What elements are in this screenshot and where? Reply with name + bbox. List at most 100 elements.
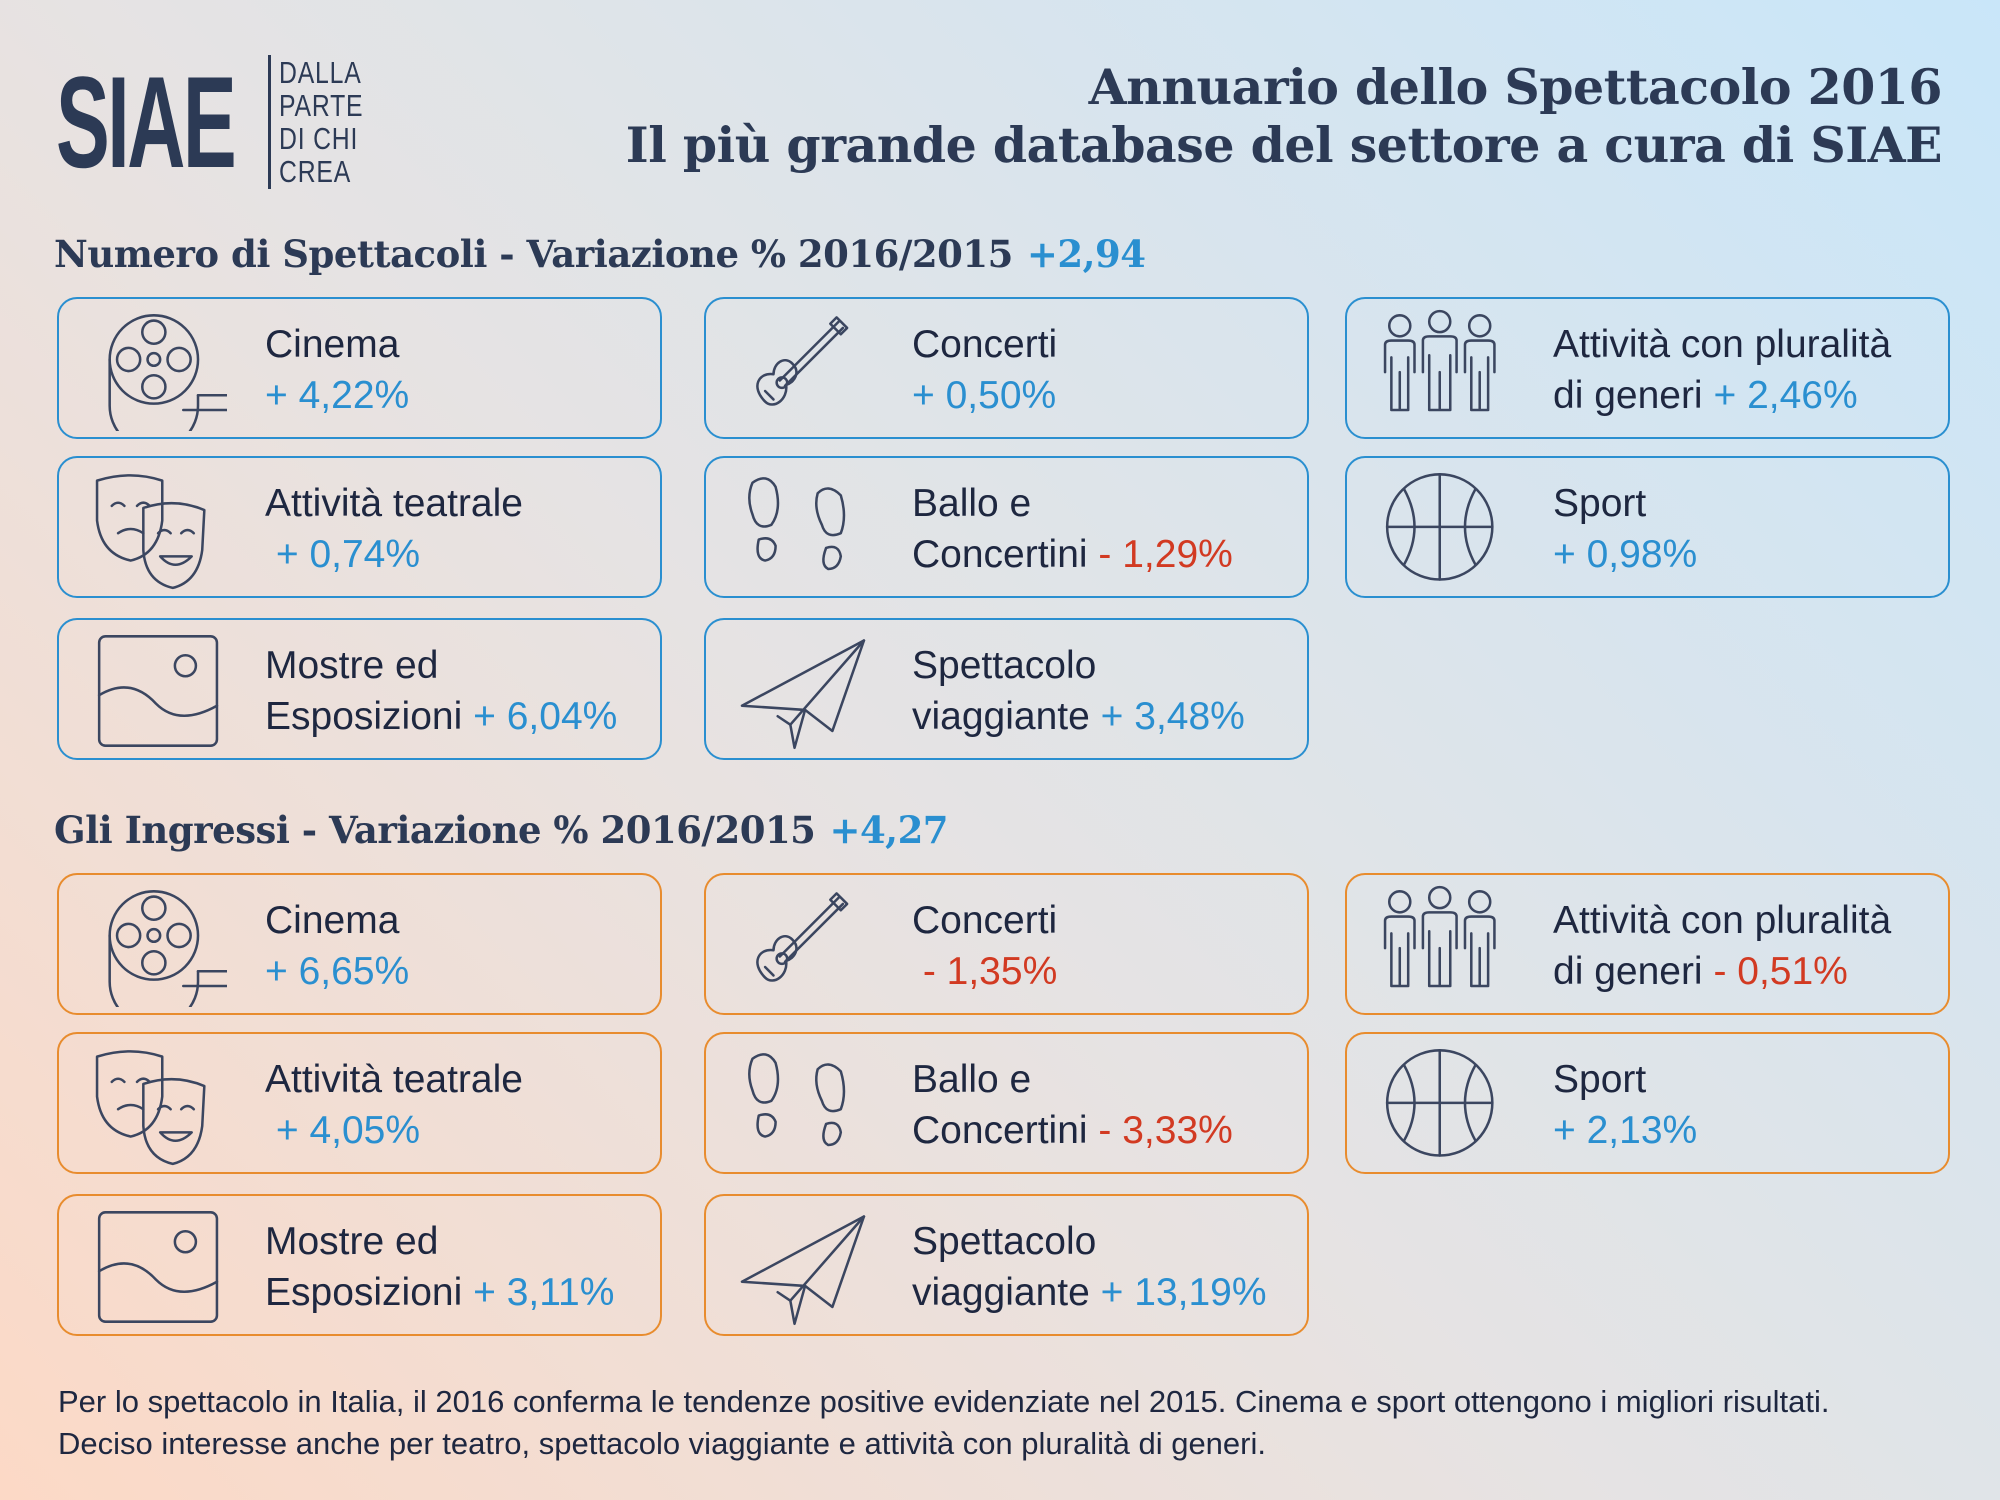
- footer-line: Per lo spettacolo in Italia, il 2016 con…: [58, 1384, 1830, 1419]
- logo-mark: SIAE: [56, 49, 237, 195]
- card-text: Sport + 0,98%: [1553, 478, 1697, 580]
- page-title: Annuario dello Spettacolo 2016: [1088, 58, 1943, 116]
- category-card: Cinema + 6,65%: [57, 873, 662, 1028]
- card-label: Attività teatrale: [265, 1058, 523, 1101]
- category-card: Ballo e Concertini - 1,29%: [704, 456, 1309, 598]
- category-card: Sport + 2,13%: [1345, 1032, 1950, 1174]
- card-label: Ballo e: [912, 482, 1032, 525]
- category-card: Concerti - 1,35%: [704, 873, 1309, 1015]
- basketball-icon: [1375, 468, 1515, 590]
- category-card: Mostre ed Esposizioni + 6,04%: [57, 618, 662, 760]
- card-text: Cinema + 4,22%: [265, 319, 409, 421]
- footprints-icon: [734, 468, 874, 590]
- card-value: + 2,46%: [1713, 374, 1858, 417]
- card-value: + 2,13%: [1553, 1109, 1698, 1152]
- card-label: Spettacolo: [912, 644, 1097, 687]
- card-value: + 13,19%: [1100, 1271, 1267, 1314]
- guitar-icon: [734, 309, 874, 431]
- section-title-text: Numero di Spettacoli - Variazione % 2016…: [54, 232, 1013, 276]
- picture-icon: [87, 630, 227, 752]
- card-label: Esposizioni: [265, 695, 463, 738]
- page-header: Annuario dello Spettacolo 2016 Il più gr…: [625, 58, 1943, 174]
- logo-divider: [268, 55, 271, 189]
- theatre-masks-icon: [87, 468, 227, 590]
- card-value: + 0,74%: [265, 533, 421, 576]
- card-label: viaggiante: [912, 695, 1090, 738]
- section-title-text: Gli Ingressi - Variazione % 2016/2015: [54, 808, 816, 852]
- footer-note: Per lo spettacolo in Italia, il 2016 con…: [58, 1381, 1958, 1465]
- picture-icon: [87, 1206, 227, 1328]
- card-label: Attività con pluralità: [1553, 899, 1892, 942]
- card-text: Spettacolo viaggiante + 13,19%: [912, 1216, 1267, 1318]
- category-card: Attività con pluralità di generi - 0,51%: [1345, 873, 1950, 1015]
- logo-tagline-line: PARTE: [279, 88, 364, 123]
- card-value: - 0,51%: [1713, 950, 1848, 993]
- category-card: Cinema + 4,22%: [57, 297, 662, 452]
- card-text: Cinema + 6,65%: [265, 895, 409, 997]
- theatre-masks-icon: [87, 1044, 227, 1166]
- logo-tagline-line: CREA: [279, 154, 352, 189]
- category-card: Attività teatrale + 4,05%: [57, 1032, 662, 1174]
- category-card: Sport + 0,98%: [1345, 456, 1950, 598]
- card-text: Concerti - 1,35%: [912, 895, 1057, 997]
- category-card: Attività con pluralità di generi + 2,46%: [1345, 297, 1950, 439]
- card-value: + 4,05%: [265, 1109, 421, 1152]
- card-label: Concerti: [912, 323, 1058, 366]
- card-label: Mostre ed: [265, 644, 439, 687]
- section-total: +2,94: [1026, 232, 1146, 276]
- people-icon: [1375, 885, 1515, 1007]
- card-value: + 3,11%: [473, 1271, 615, 1314]
- card-label: Cinema: [265, 323, 400, 366]
- card-label: viaggiante: [912, 1271, 1090, 1314]
- basketball-icon: [1375, 1044, 1515, 1166]
- card-label: Attività con pluralità: [1553, 323, 1892, 366]
- footer-line: Deciso interesse anche per teatro, spett…: [58, 1426, 1266, 1461]
- logo-tagline-line: DALLA: [279, 55, 362, 90]
- card-label: Spettacolo: [912, 1220, 1097, 1263]
- category-card: Ballo e Concertini - 3,33%: [704, 1032, 1309, 1174]
- card-value: + 0,98%: [1553, 533, 1698, 576]
- card-text: Concerti + 0,50%: [912, 319, 1057, 421]
- paper-plane-icon: [734, 630, 874, 752]
- card-text: Mostre ed Esposizioni + 3,11%: [265, 1216, 614, 1318]
- card-value: + 3,48%: [1100, 695, 1245, 738]
- section-title-ingressi: Gli Ingressi - Variazione % 2016/2015 +4,…: [54, 808, 949, 852]
- people-icon: [1375, 309, 1515, 431]
- section-total: +4,27: [829, 808, 949, 852]
- card-value: + 6,65%: [265, 950, 410, 993]
- card-text: Ballo e Concertini - 3,33%: [912, 1054, 1233, 1156]
- card-label: Concertini: [912, 1109, 1088, 1152]
- card-value: + 4,22%: [265, 374, 410, 417]
- card-label: Sport: [1553, 482, 1647, 525]
- card-label: Mostre ed: [265, 1220, 439, 1263]
- siae-logo: SIAE DALLA PARTE DI CHI CREA: [56, 54, 385, 190]
- film-reel-icon: [87, 885, 248, 1028]
- film-reel-icon: [87, 309, 248, 452]
- guitar-icon: [734, 885, 874, 1007]
- card-label: Attività teatrale: [265, 482, 523, 525]
- category-card: Spettacolo viaggiante + 3,48%: [704, 618, 1309, 760]
- card-label: Ballo e: [912, 1058, 1032, 1101]
- card-label: Concerti: [912, 899, 1058, 942]
- card-text: Spettacolo viaggiante + 3,48%: [912, 640, 1245, 742]
- card-text: Sport + 2,13%: [1553, 1054, 1697, 1156]
- category-card: Concerti + 0,50%: [704, 297, 1309, 439]
- card-value: + 0,50%: [912, 374, 1057, 417]
- page-subtitle: Il più grande database del settore a cur…: [625, 116, 1943, 174]
- paper-plane-icon: [734, 1206, 874, 1328]
- category-card: Mostre ed Esposizioni + 3,11%: [57, 1194, 662, 1336]
- card-text: Attività teatrale + 0,74%: [265, 478, 523, 580]
- card-label: Concertini: [912, 533, 1088, 576]
- category-card: Attività teatrale + 0,74%: [57, 456, 662, 598]
- logo-tagline: DALLA PARTE DI CHI CREA: [279, 56, 385, 188]
- card-text: Ballo e Concertini - 1,29%: [912, 478, 1233, 580]
- card-value: + 6,04%: [473, 695, 618, 738]
- card-text: Attività teatrale + 4,05%: [265, 1054, 523, 1156]
- card-text: Attività con pluralità di generi - 0,51%: [1553, 895, 1891, 997]
- card-label: di generi: [1553, 950, 1703, 993]
- card-value: - 1,29%: [1098, 533, 1233, 576]
- card-text: Attività con pluralità di generi + 2,46%: [1553, 319, 1891, 421]
- section-title-spettacoli: Numero di Spettacoli - Variazione % 2016…: [54, 232, 1146, 276]
- card-label: Esposizioni: [265, 1271, 463, 1314]
- logo-tagline-line: DI CHI: [279, 121, 359, 156]
